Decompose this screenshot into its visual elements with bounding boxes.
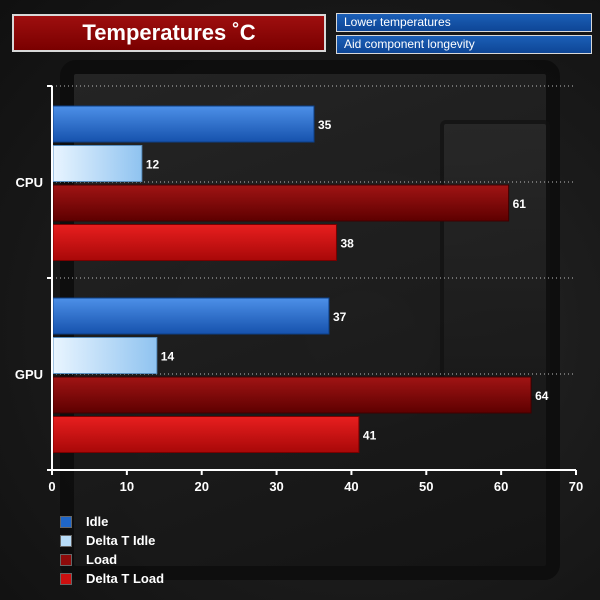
legend-item-delta-t-idle: Delta T Idle [60,531,164,550]
chart-title: Temperatures ˚C [12,14,326,52]
bar-cpu-delta-t-load [52,224,337,261]
x-tick-label: 70 [569,479,583,494]
x-tick-label: 20 [194,479,208,494]
bars [52,105,532,453]
bar-cpu-delta-t-idle [52,145,143,182]
data-label: 64 [535,389,549,403]
legend-label: Delta T Idle [86,533,156,548]
legend-swatch-idle [60,515,72,528]
x-tick-label: 0 [48,479,55,494]
tag-lower-temperatures: Lower temperatures [336,13,592,32]
bar-gpu-delta-t-load [52,416,360,453]
x-tick-label: 60 [494,479,508,494]
legend-label: Delta T Load [86,571,165,586]
x-tick-label: 40 [344,479,358,494]
x-tick-label: 10 [120,479,134,494]
x-tick-label: 30 [269,479,283,494]
bar-gpu-delta-t-idle [52,337,158,374]
data-label: 38 [340,237,354,251]
legend: Idle Delta T Idle Load Delta T Load [60,512,164,588]
data-label: 12 [146,158,160,172]
data-label: 14 [161,350,175,364]
category-label-cpu: CPU [16,175,43,190]
axes [47,85,577,475]
legend-swatch-delta-t-load [60,572,72,585]
category-label-gpu: GPU [15,367,43,382]
data-label: 41 [363,429,377,443]
bar-cpu-load [52,184,510,222]
legend-item-delta-t-load: Delta T Load [60,569,164,588]
legend-label: Idle [86,514,109,529]
legend-swatch-delta-t-idle [60,534,72,547]
labels: 0 10 20 30 40 50 60 70 CPU 35 12 61 38 GPU 37 14 64 41 [15,118,583,494]
legend-item-load: Load [60,550,164,569]
x-tick-label: 50 [419,479,433,494]
bar-gpu-idle [52,297,330,335]
legend-item-idle: Idle [60,512,164,531]
data-label: 61 [513,197,527,211]
legend-label: Load [86,552,118,567]
tag-aid-component-longevity: Aid component longevity [336,35,592,54]
bar-cpu-idle [52,105,315,143]
legend-swatch-load [60,553,72,566]
data-label: 37 [333,310,347,324]
bar-gpu-load [52,376,532,414]
data-label: 35 [318,118,332,132]
